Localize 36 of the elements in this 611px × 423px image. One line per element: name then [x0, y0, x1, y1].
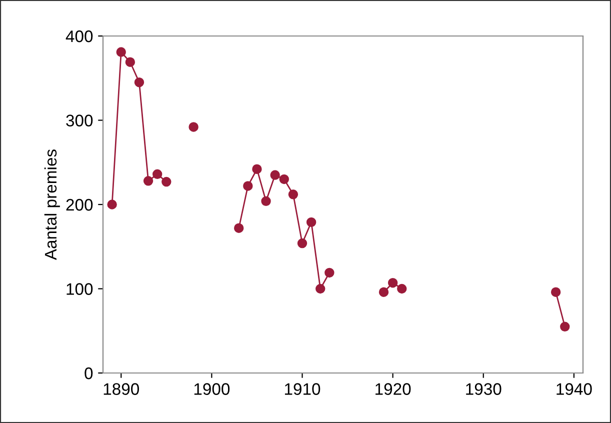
y-tick-label: 200	[66, 198, 93, 211]
point	[279, 174, 289, 184]
point	[162, 176, 172, 187]
x-tick-label: 1910	[284, 383, 320, 395]
point	[397, 284, 407, 294]
point	[152, 169, 162, 180]
point	[116, 47, 126, 57]
x-tick-label: 1940	[556, 383, 592, 395]
point	[297, 238, 308, 248]
point	[288, 190, 298, 200]
point	[143, 176, 154, 186]
point	[261, 196, 271, 206]
y-tick-label: 0	[84, 367, 93, 380]
point	[188, 122, 198, 132]
x-tick-label: 1890	[104, 383, 139, 395]
x-tick-label: 1920	[376, 383, 411, 395]
y-tick-label: 400	[66, 30, 93, 42]
point	[252, 164, 262, 174]
point	[243, 181, 253, 191]
point	[388, 278, 398, 288]
point	[550, 287, 561, 297]
point	[107, 200, 117, 210]
point	[324, 268, 334, 278]
point	[560, 322, 570, 332]
y-tick-label: 300	[66, 114, 93, 126]
y-axis-title: Aantal premies	[44, 150, 60, 260]
point	[270, 170, 280, 180]
point	[125, 57, 136, 67]
point	[378, 287, 389, 297]
y-tick-label: 100	[66, 283, 93, 295]
point	[234, 223, 244, 233]
point	[134, 77, 144, 88]
x-tick-label: 1900	[194, 383, 230, 395]
x-tick-label: 1930	[466, 383, 502, 395]
point	[315, 284, 326, 294]
point	[306, 217, 316, 228]
